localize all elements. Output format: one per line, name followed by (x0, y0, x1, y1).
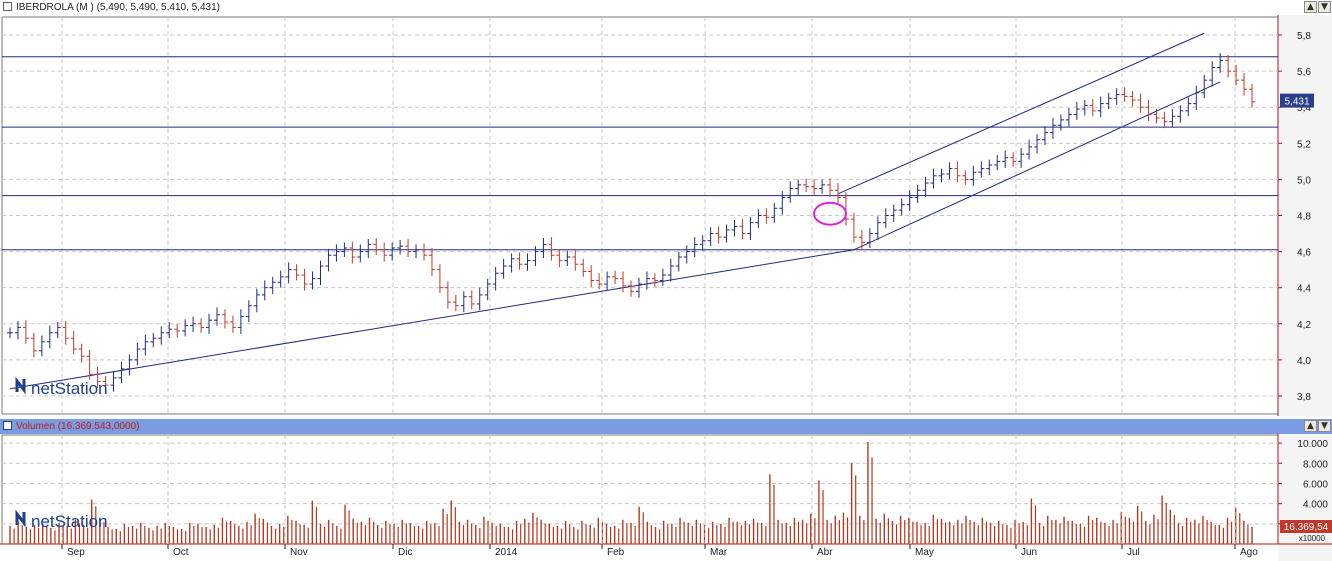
last-volume-label-bg (1280, 520, 1332, 533)
highlight-circle (813, 201, 848, 226)
y-tick-label: 4,6 (1297, 248, 1311, 259)
scroll-down-button[interactable]: ▼ (1318, 420, 1331, 432)
x-tick-label: 2014 (495, 547, 518, 558)
scroll-down-button[interactable]: ▼ (1318, 1, 1331, 13)
x-tick-label: May (915, 547, 934, 558)
netstation-logo (15, 376, 26, 395)
scroll-up-button[interactable]: ▲ (1304, 1, 1317, 13)
netstation-icon (15, 376, 26, 395)
trend-line (837, 32, 1205, 195)
x-tick-label: Feb (607, 547, 625, 558)
panel-menu-box[interactable] (3, 1, 12, 11)
price-panel-title: IBERDROLA (M ) (5,490, 5,490, 5,410, 5,4… (16, 2, 220, 13)
last-volume-label: 16.369,54 (1284, 522, 1329, 533)
x-tick-label: Abr (817, 547, 833, 558)
y-tick-label: 3,8 (1297, 392, 1311, 403)
last-price-label-bg (1280, 93, 1314, 108)
volume-panel-title: Volumen (16.369.543,0000) (16, 421, 140, 432)
scroll-up-button[interactable]: ▲ (1304, 420, 1317, 432)
last-price-label: 5,431 (1284, 97, 1309, 108)
trend-line (9, 249, 855, 390)
volume-y-tick-label: 10.000 (1297, 439, 1328, 450)
y-tick-label: 5,6 (1297, 67, 1311, 78)
y-tick-label: 5,0 (1297, 175, 1311, 186)
x-tick-label: Dic (398, 547, 412, 558)
y-tick-label: 4,2 (1297, 320, 1311, 331)
volume-chart: 2.0004.0006.0008.00010.000SepOctNovDic20… (0, 434, 1332, 561)
watermark-text: netStation (31, 379, 108, 398)
x-tick-label: Sep (67, 547, 85, 558)
y-tick-label: 4,4 (1297, 284, 1311, 295)
x-tick-label: Jul (1127, 547, 1140, 558)
trend-line (853, 81, 1221, 251)
y-tick-label: 4,0 (1297, 356, 1311, 367)
x-tick-label: Oct (173, 547, 189, 558)
price-panel-title-bar: IBERDROLA (M ) (5,490, 5,490, 5,410, 5,4… (0, 0, 1332, 15)
y-tick-label: 5,8 (1297, 31, 1311, 42)
price-chart: 3,8 4,0 4,2 4,4 4,6 4,8 5,0 5,2 5,4 5,6 5,8 5,431 ne… (1, 15, 1332, 416)
volume-multiplier-label: x10000 (1299, 534, 1326, 543)
volume-panel-title-bar: Volumen (16.369.543,0000) ▲ ▼ (0, 419, 1332, 434)
x-tick-label: Jun (1021, 547, 1037, 558)
volume-y-axis-area (1278, 434, 1332, 561)
x-tick-label: Mar (710, 547, 728, 558)
panel-menu-box[interactable] (3, 420, 12, 430)
volume-y-tick-label: 4.000 (1303, 500, 1328, 511)
x-tick-label: Ago (1240, 547, 1258, 558)
y-tick-label: 5,2 (1297, 139, 1311, 150)
y-axis-area (1278, 15, 1332, 416)
y-tick-label: 5,4 (1297, 103, 1311, 114)
volume-y-tick-label: 6.000 (1303, 479, 1328, 490)
netstation-icon (15, 509, 26, 528)
y-tick-label: 4,8 (1297, 212, 1311, 223)
volume-y-tick-label: 8.000 (1303, 459, 1328, 470)
watermark-text: netStation (31, 512, 108, 531)
x-tick-label: Nov (290, 547, 308, 558)
